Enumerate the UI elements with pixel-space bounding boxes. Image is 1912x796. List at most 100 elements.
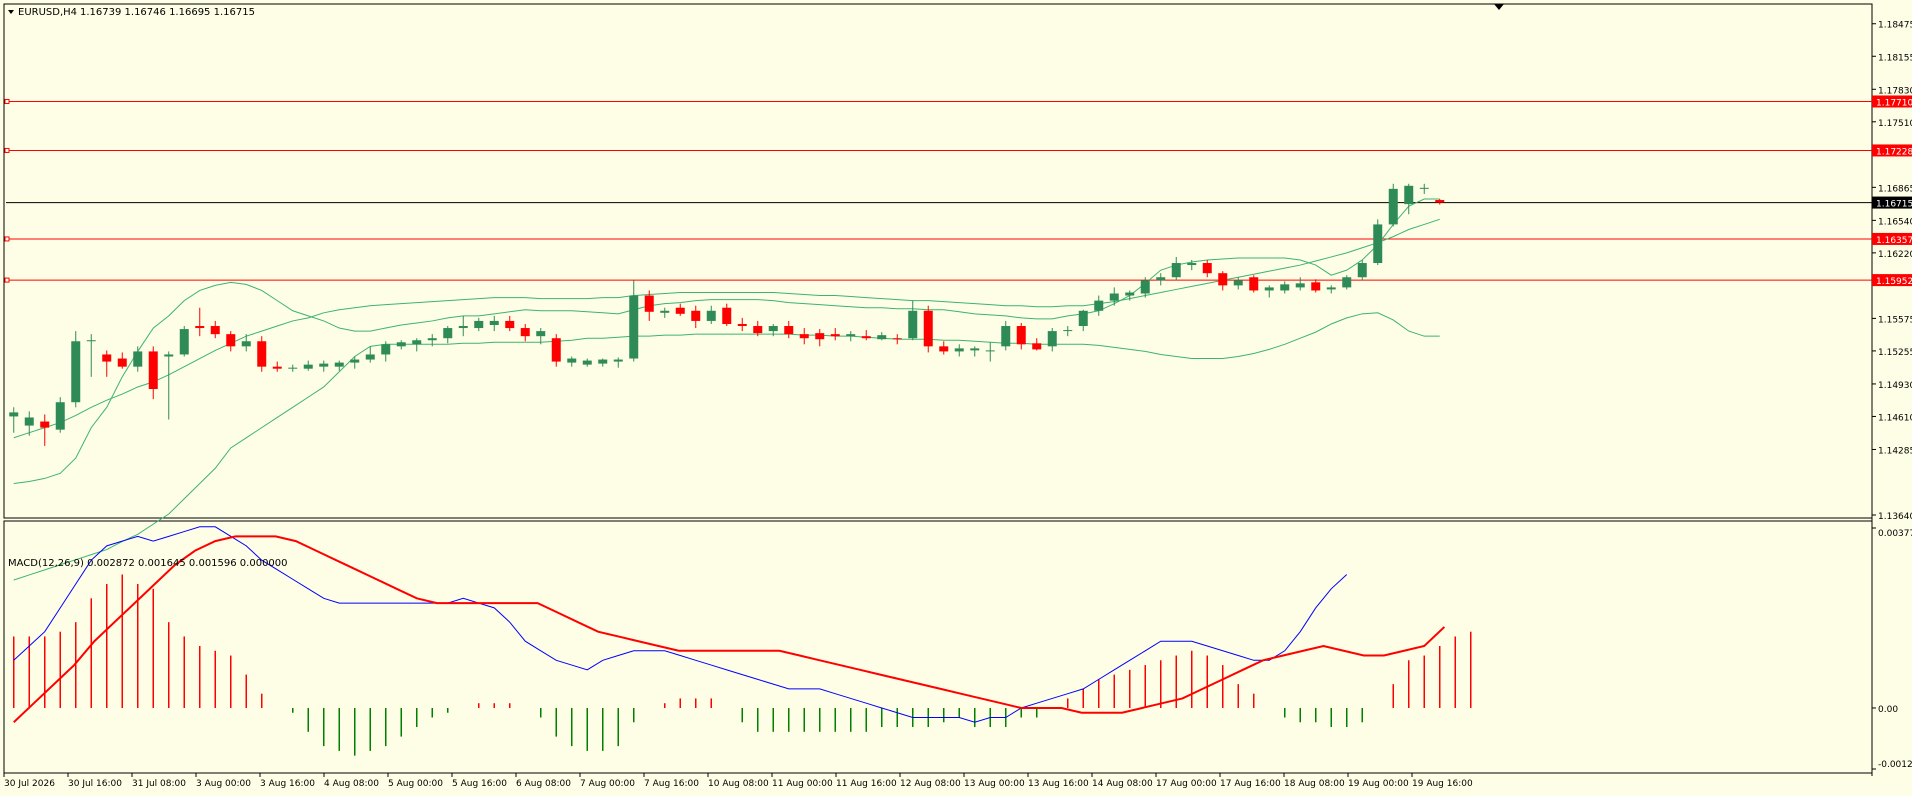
- time-tick-label: 11 Aug 16:00: [836, 779, 897, 789]
- time-tick-label: 4 Aug 08:00: [324, 779, 379, 789]
- candle-body: [613, 359, 623, 362]
- candle: [71, 331, 81, 408]
- candle-body: [954, 348, 964, 352]
- level-price-label: 1.17228: [1876, 147, 1912, 157]
- candle-body: [1326, 287, 1336, 290]
- bollinger-upper-line: [13, 198, 1440, 484]
- candle: [396, 340, 406, 350]
- candle: [892, 334, 902, 345]
- candle-body: [412, 340, 422, 345]
- level-handle: [4, 147, 10, 153]
- candle: [1109, 287, 1119, 306]
- candle: [1140, 277, 1150, 298]
- price-tick-label: 1.16865: [1878, 184, 1912, 194]
- candle-body: [892, 338, 902, 340]
- candle: [1326, 285, 1336, 294]
- candle-body: [1342, 277, 1352, 288]
- candle: [1047, 328, 1057, 352]
- price-tick-label: 1.14610: [1878, 413, 1912, 423]
- candle: [520, 323, 530, 342]
- level-price-label: 1.15952: [1876, 277, 1912, 287]
- candle-body: [1311, 282, 1321, 291]
- candle-body: [24, 417, 34, 426]
- time-tick-label: 30 Jul 16:00: [68, 779, 122, 789]
- candle: [1435, 199, 1445, 205]
- candle: [691, 305, 701, 329]
- dropdown-triangle-icon[interactable]: [8, 10, 14, 14]
- time-tick-label: 17 Aug 00:00: [1156, 779, 1217, 789]
- candle-body: [1032, 343, 1042, 350]
- candle: [1388, 183, 1398, 227]
- candle-body: [1435, 200, 1445, 203]
- candle: [1078, 309, 1088, 332]
- candle-body: [1171, 263, 1181, 278]
- level-price-tag: [1872, 95, 1912, 108]
- candle: [1032, 338, 1042, 351]
- candle: [9, 407, 19, 433]
- time-tick-label: 14 Aug 08:00: [1092, 779, 1153, 789]
- candle: [1001, 320, 1011, 351]
- candle: [939, 341, 949, 355]
- candle-body: [350, 359, 360, 363]
- candle-body: [706, 310, 716, 321]
- candle-body: [1078, 310, 1088, 327]
- candle: [985, 342, 995, 362]
- candle-body: [1187, 263, 1197, 266]
- price-tick-label: 1.13640: [1878, 512, 1912, 522]
- candle-body: [629, 295, 639, 359]
- time-tick-label: 30 Jul 2026: [4, 779, 55, 789]
- level-price-tag: [1872, 232, 1912, 245]
- candle: [784, 320, 794, 339]
- candle-body: [1109, 293, 1119, 301]
- chart-shift-marker-icon[interactable]: [1494, 4, 1504, 10]
- candle-body: [381, 344, 391, 355]
- candle: [117, 352, 127, 369]
- time-tick-label: 19 Aug 00:00: [1348, 779, 1409, 789]
- price-tick-label: 1.15255: [1878, 348, 1912, 358]
- macd-main-line: [13, 526, 1348, 723]
- candle: [1280, 281, 1290, 294]
- time-tick-label: 13 Aug 16:00: [1028, 779, 1089, 789]
- candle-body: [443, 328, 453, 339]
- candle: [1264, 285, 1274, 298]
- candle: [567, 356, 577, 367]
- level-price-label: 1.16357: [1876, 236, 1912, 246]
- price-tick-label: 1.18155: [1878, 53, 1912, 63]
- time-tick-label: 5 Aug 00:00: [388, 779, 443, 789]
- candle: [195, 307, 205, 337]
- candle: [505, 315, 515, 332]
- candle-body: [102, 354, 112, 362]
- candle: [846, 331, 856, 342]
- candle-body: [458, 326, 468, 329]
- candle-body: [861, 336, 871, 339]
- candle: [179, 326, 189, 357]
- candle-body: [1047, 331, 1057, 347]
- macd-tick-label: 0.003775: [1878, 529, 1912, 539]
- time-tick-label: 13 Aug 00:00: [964, 779, 1025, 789]
- candle-body: [1125, 292, 1135, 296]
- candle: [753, 320, 763, 337]
- candle-body: [1233, 280, 1243, 286]
- candle: [350, 356, 360, 369]
- time-tick-label: 17 Aug 16:00: [1220, 779, 1281, 789]
- candle-body: [148, 351, 158, 390]
- candle: [908, 300, 918, 341]
- candle-body: [1264, 287, 1274, 291]
- candle-body: [582, 360, 592, 365]
- candle-body: [644, 295, 654, 312]
- candle: [1063, 326, 1073, 337]
- price-tick-label: 1.16540: [1878, 217, 1912, 227]
- price-tick-label: 1.17830: [1878, 86, 1912, 96]
- candle: [24, 411, 34, 436]
- candle: [1295, 277, 1305, 291]
- candle-body: [1140, 280, 1150, 294]
- candle-body: [1202, 263, 1212, 274]
- time-tick-label: 18 Aug 08:00: [1284, 779, 1345, 789]
- candle: [1357, 259, 1367, 281]
- candle-body: [846, 334, 856, 337]
- candle-body: [164, 354, 174, 357]
- candle-body: [1388, 188, 1398, 225]
- level-price-tag: [1872, 274, 1912, 287]
- time-tick-label: 6 Aug 08:00: [516, 779, 571, 789]
